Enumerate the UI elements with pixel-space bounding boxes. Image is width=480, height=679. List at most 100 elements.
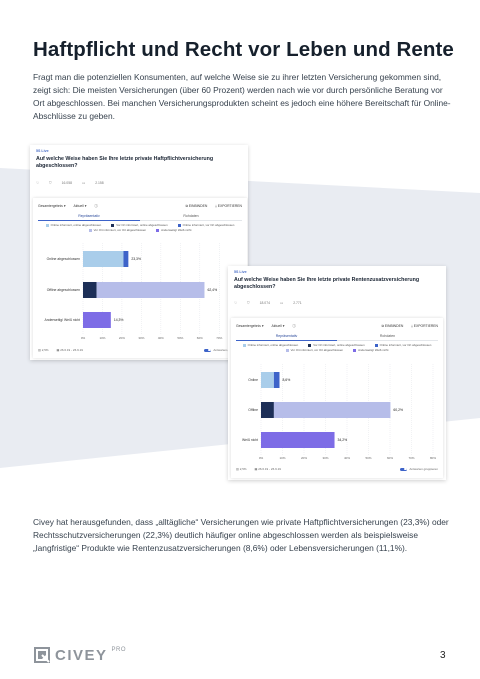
chart-bar-icon: ▥ bbox=[38, 348, 41, 352]
heart-icon[interactable]: ♡ bbox=[36, 181, 40, 185]
bar-value-label: 14,3% bbox=[114, 318, 124, 322]
bar-segment[interactable] bbox=[96, 282, 205, 298]
category-label: Online bbox=[248, 378, 258, 382]
group-answers-toggle[interactable]: Antworten gruppieren bbox=[400, 467, 438, 471]
x-tick-label: 20% bbox=[119, 336, 125, 340]
bar-segment[interactable] bbox=[261, 372, 274, 388]
chevron-down-icon: ▾ bbox=[84, 203, 87, 208]
chart-toolbar: Gesamtergebnis ▾ Aktuell ▾ ⓘ ⧉ EINBINDEN… bbox=[38, 203, 242, 209]
legend-item: Vor Ort informiert, online abgeschlossen bbox=[308, 343, 365, 347]
toggle-switch[interactable] bbox=[400, 467, 408, 471]
x-tick-label: 60% bbox=[197, 336, 203, 340]
export-button[interactable]: ⤓ EXPORTIEREN bbox=[215, 203, 242, 208]
tab-rohdaten[interactable]: Rohdaten bbox=[140, 212, 242, 221]
chevron-down-icon: ▾ bbox=[282, 323, 285, 328]
poll-meta: ♡ ⛉ 16.058 ▭ 2.158 bbox=[36, 181, 104, 185]
chevron-down-icon: ▾ bbox=[261, 323, 264, 328]
poll-question: Auf welche Weise haben Sie Ihre letzte p… bbox=[36, 156, 214, 169]
legend-item: Online informiert, vor Ort abgeschlossen bbox=[177, 223, 235, 227]
bar-value-label: 62,4% bbox=[207, 288, 217, 292]
x-tick-label: 60% bbox=[387, 456, 393, 460]
legend-label: Vor Ort informiert, online abgeschlossen bbox=[313, 343, 365, 347]
bar-value-label: 8,6% bbox=[282, 378, 290, 382]
bar-segment[interactable] bbox=[273, 402, 391, 418]
legend-item: Vor Ort informiert, vor Ort abgeschlosse… bbox=[88, 228, 146, 232]
legend-swatch bbox=[88, 228, 92, 232]
legend-swatch bbox=[242, 343, 246, 347]
x-tick-label: 10% bbox=[99, 336, 105, 340]
civey-logo: CIVEY PRO bbox=[33, 646, 126, 664]
legend-item: Online informiert, online abgeschlossen bbox=[242, 343, 298, 347]
x-tick-label: 40% bbox=[158, 336, 164, 340]
bar-segment[interactable] bbox=[83, 251, 124, 267]
legend-item: Online informiert, vor Ort abgeschlossen bbox=[374, 343, 431, 347]
chart-legend: Online informiert, online abgeschlossen V… bbox=[241, 343, 433, 352]
chart-legend: Online informiert, online abgeschlossen V… bbox=[43, 223, 237, 232]
x-tick-label: 0% bbox=[259, 456, 264, 460]
x-tick-label: 70% bbox=[216, 336, 222, 340]
info-icon[interactable]: ⓘ bbox=[292, 324, 296, 328]
bar-segment[interactable] bbox=[83, 312, 111, 328]
comments-count: 2.771 bbox=[293, 301, 302, 305]
time-dropdown[interactable]: Aktuell ▾ bbox=[271, 323, 285, 328]
legend-label: Vor Ort informiert, online abgeschlossen bbox=[116, 223, 168, 227]
poll-meta: ♡ ⛉ 18.074 ▭ 2.771 bbox=[234, 301, 302, 305]
category-label: Anderweitig/ Weiß nicht bbox=[44, 318, 80, 322]
bar-segment[interactable] bbox=[261, 432, 335, 448]
survey-period: ▦ 26.6.19 - 26.9.19 bbox=[254, 467, 281, 471]
toggle-switch[interactable] bbox=[204, 348, 212, 352]
category-label: Online abgeschlossen bbox=[47, 257, 80, 261]
logo-wordmark: CIVEY bbox=[55, 646, 108, 664]
tab-repraesentativ[interactable]: Repräsentativ bbox=[38, 212, 140, 221]
segment-dropdown[interactable]: Gesamtergebnis ▾ bbox=[38, 203, 66, 208]
legend-label: Anderweitig/ Weiß nicht bbox=[161, 228, 192, 232]
legend-item: Vor Ort informiert, vor Ort abgeschlosse… bbox=[285, 348, 343, 352]
legend-swatch bbox=[353, 348, 357, 352]
code-icon: ⧉ bbox=[381, 323, 384, 328]
category-label: Weiß nicht bbox=[242, 438, 258, 442]
civey-logo-icon bbox=[34, 647, 50, 663]
legend-label: Online informiert, vor Ort abgeschlossen bbox=[182, 223, 235, 227]
x-tick-label: 0% bbox=[81, 336, 86, 340]
info-icon[interactable]: ⓘ bbox=[94, 204, 98, 208]
time-dropdown[interactable]: Aktuell ▾ bbox=[73, 203, 87, 208]
live-tag: 5S Live bbox=[36, 149, 49, 153]
bar-segment[interactable] bbox=[261, 402, 274, 418]
legend-swatch bbox=[156, 228, 160, 232]
legend-item: Online informiert, online abgeschlossen bbox=[45, 223, 101, 227]
category-label: Offline bbox=[248, 408, 258, 412]
segment-dropdown[interactable]: Gesamtergebnis ▾ bbox=[236, 323, 264, 328]
embed-button[interactable]: ⧉ EINBINDEN bbox=[381, 323, 404, 328]
chart-toolbar: Gesamtergebnis ▾ Aktuell ▾ ⓘ ⧉ EINBINDEN… bbox=[236, 323, 438, 329]
conclusion-paragraph: Civey hat herausgefunden, dass „alltägli… bbox=[33, 517, 449, 553]
chevron-down-icon: ▾ bbox=[63, 203, 66, 208]
chart-panel-rente: Gesamtergebnis ▾ Aktuell ▾ ⓘ ⧉ EINBINDEN… bbox=[231, 318, 443, 478]
chart-footer: ▥ 2,5% ▦ 26.6.19 - 26.9.19 Antworten gru… bbox=[38, 348, 242, 352]
embed-button[interactable]: ⧉ EINBINDEN bbox=[185, 203, 208, 208]
legend-swatch bbox=[45, 223, 49, 227]
x-tick-label: 20% bbox=[301, 456, 307, 460]
comments-icon: ▭ bbox=[279, 301, 284, 305]
poll-question: Auf welche Weise haben Sie Ihre letzte p… bbox=[234, 277, 420, 290]
votes-count: 18.074 bbox=[259, 301, 270, 305]
tab-rohdaten[interactable]: Rohdaten bbox=[337, 332, 438, 341]
votes-icon: ⛉ bbox=[247, 301, 250, 305]
export-button[interactable]: ⤓ EXPORTIEREN bbox=[411, 323, 438, 328]
bar-segment[interactable] bbox=[123, 251, 129, 267]
logo-pro: PRO bbox=[111, 647, 127, 653]
x-tick-label: 30% bbox=[322, 456, 328, 460]
bar-chart-rente: 0% 10% 20% 30% 40% 50% 60% 70% 80% Online 8,6% Offl… bbox=[242, 364, 436, 460]
survey-period: ▦ 26.6.19 - 26.9.19 bbox=[56, 348, 83, 352]
bar-chart-haftpflicht: 0% 10% 20% 30% 40% 50% 60% 70% Online abgeschlos… bbox=[44, 243, 223, 340]
bar-segment[interactable] bbox=[83, 282, 97, 298]
legend-swatch bbox=[308, 343, 312, 347]
x-tick-label: 40% bbox=[344, 456, 350, 460]
chart-panel-haftpflicht: Gesamtergebnis ▾ Aktuell ▾ ⓘ ⧉ EINBINDEN… bbox=[33, 198, 247, 358]
heart-icon[interactable]: ♡ bbox=[234, 301, 238, 305]
chart-tabs: Repräsentativ Rohdaten bbox=[38, 212, 242, 221]
bar-segment[interactable] bbox=[273, 372, 280, 388]
tab-repraesentativ[interactable]: Repräsentativ bbox=[236, 332, 337, 341]
group-answers-toggle[interactable]: Antworten gruppieren bbox=[204, 348, 242, 352]
x-tick-label: 30% bbox=[138, 336, 144, 340]
x-tick-label: 10% bbox=[279, 456, 285, 460]
